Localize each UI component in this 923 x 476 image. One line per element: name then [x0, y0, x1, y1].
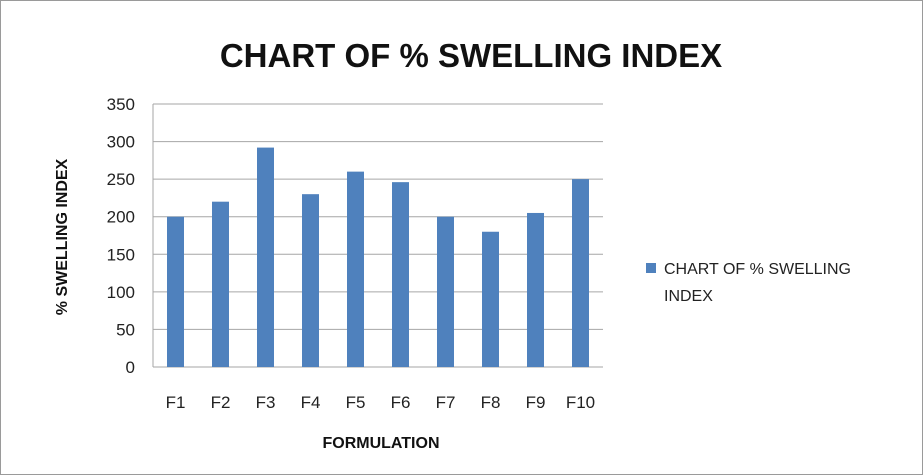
x-tick-label: F9 [526, 393, 546, 412]
bar-f3 [257, 147, 274, 367]
bar-f7 [437, 216, 454, 367]
x-tick-label: F8 [481, 393, 501, 412]
y-tick-label: 100 [107, 283, 135, 302]
bar-f9 [527, 212, 544, 367]
x-tick-label: F6 [391, 393, 411, 412]
x-tick-labels: F1 F2 F3 F4 F5 F6 F7 F8 F9 F10 [166, 393, 596, 412]
bar-f8 [482, 231, 499, 367]
x-tick-label: F3 [256, 393, 276, 412]
y-tick-label: 0 [126, 358, 135, 377]
legend-swatch [646, 263, 656, 273]
bar-f4 [302, 194, 319, 367]
legend: CHART OF % SWELLING INDEX [646, 261, 851, 305]
x-tick-label: F1 [166, 393, 186, 412]
y-axis-label: % SWELLING INDEX [54, 158, 71, 315]
bar-f2 [212, 201, 229, 367]
x-tick-label: F7 [436, 393, 456, 412]
x-tick-label: F5 [346, 393, 366, 412]
x-tick-label: F10 [566, 393, 595, 412]
bar-f10 [572, 179, 589, 367]
bars [167, 147, 589, 367]
bar-f1 [167, 216, 184, 367]
x-tick-label: F4 [301, 393, 321, 412]
legend-label-line-1: CHART OF % SWELLING [664, 261, 851, 278]
y-tick-label: 350 [107, 95, 135, 114]
chart-title: CHART OF % SWELLING INDEX [220, 37, 722, 74]
y-tick-label: 250 [107, 170, 135, 189]
bar-f5 [347, 171, 364, 367]
x-tick-label: F2 [211, 393, 231, 412]
y-tick-label: 50 [116, 320, 135, 339]
y-tick-labels: 0 50 100 150 200 250 300 350 [107, 95, 135, 377]
y-tick-label: 300 [107, 133, 135, 152]
x-axis-label: FORMULATION [322, 435, 439, 452]
y-tick-label: 150 [107, 245, 135, 264]
y-tick-label: 200 [107, 208, 135, 227]
legend-label-line-2: INDEX [664, 288, 713, 305]
bar-f6 [392, 182, 409, 367]
